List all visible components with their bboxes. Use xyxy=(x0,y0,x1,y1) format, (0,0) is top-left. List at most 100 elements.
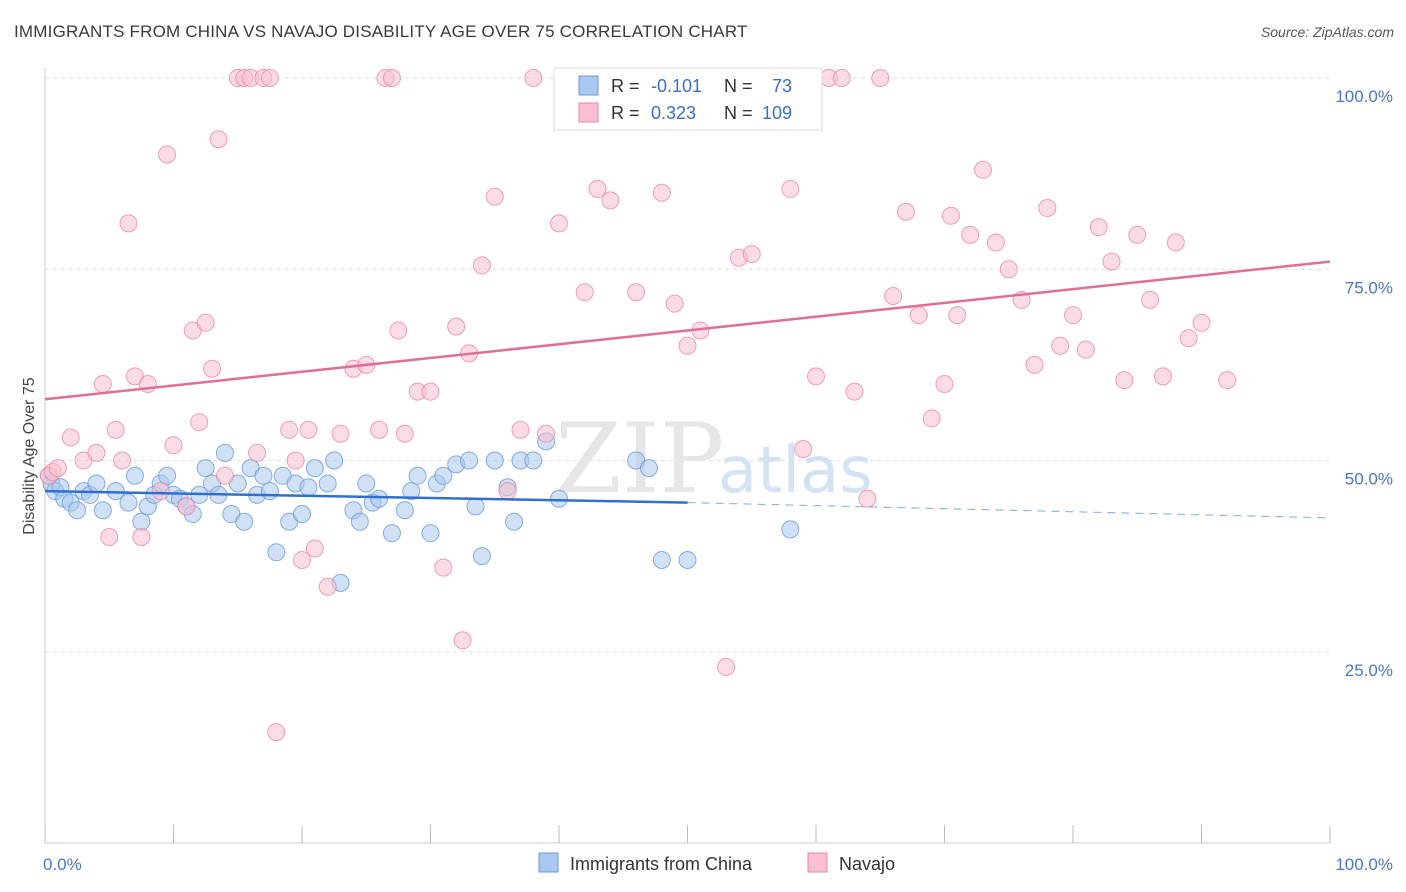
point-navajo-74 xyxy=(781,179,800,198)
bottom-legend-swatch-navajo xyxy=(807,852,828,873)
point-navajo-54 xyxy=(511,420,530,439)
point-navajo-98 xyxy=(1076,340,1095,359)
point-navajo-36 xyxy=(318,577,337,596)
point-navajo-34 xyxy=(299,420,318,439)
legend: R = -0.101 N = 73 R = 0.323 N = 109 xyxy=(553,67,823,131)
point-china-72 xyxy=(781,520,800,539)
point-navajo-3 xyxy=(61,428,80,447)
point-china-12 xyxy=(119,493,138,512)
point-navajo-101 xyxy=(1115,371,1134,390)
point-navajo-72 xyxy=(742,244,761,263)
point-china-65 xyxy=(524,451,543,470)
legend-r-label-china: R = xyxy=(611,76,640,96)
y-tick-label-3: 100.0% xyxy=(1335,87,1393,106)
legend-r-value-china: -0.101 xyxy=(651,76,702,96)
point-china-61 xyxy=(485,451,504,470)
point-china-47 xyxy=(357,474,376,493)
point-china-69 xyxy=(639,459,658,478)
point-navajo-55 xyxy=(524,69,543,87)
point-navajo-102 xyxy=(1128,225,1147,244)
legend-n-label-china: N = xyxy=(724,76,753,96)
legend-box xyxy=(553,67,823,131)
point-navajo-2 xyxy=(48,459,67,478)
point-navajo-60 xyxy=(588,179,607,198)
point-china-41 xyxy=(305,459,324,478)
point-navajo-107 xyxy=(1192,313,1211,332)
point-navajo-81 xyxy=(871,69,890,87)
point-china-43 xyxy=(325,451,344,470)
point-navajo-100 xyxy=(1102,252,1121,271)
point-navajo-29 xyxy=(260,69,279,87)
point-navajo-65 xyxy=(652,183,671,202)
point-china-27 xyxy=(215,443,234,462)
point-navajo-9 xyxy=(113,451,132,470)
chart-title: IMMIGRANTS FROM CHINA VS NAVAJO DISABILI… xyxy=(14,22,748,41)
point-navajo-76 xyxy=(807,367,825,386)
point-navajo-17 xyxy=(177,497,196,516)
point-china-70 xyxy=(652,550,671,569)
point-navajo-97 xyxy=(1064,306,1082,325)
point-china-40 xyxy=(299,478,318,497)
point-china-59 xyxy=(466,497,485,516)
point-navajo-84 xyxy=(909,306,928,325)
point-navajo-30 xyxy=(267,723,286,742)
point-navajo-88 xyxy=(948,306,967,325)
point-navajo-22 xyxy=(209,130,228,149)
trend-line-china xyxy=(44,489,688,504)
chart-source: Source: ZipAtlas.com xyxy=(1260,24,1394,40)
trend-line-navajo xyxy=(44,260,1331,401)
point-china-14 xyxy=(132,512,151,531)
point-navajo-79 xyxy=(845,382,864,401)
legend-n-value-china: 73 xyxy=(772,76,792,96)
trend-line-china-extension xyxy=(687,502,1331,519)
point-navajo-63 xyxy=(627,283,646,302)
x-tick-label-0: 0.0% xyxy=(43,855,82,874)
trend-lines xyxy=(44,260,1331,519)
legend-swatch-navajo xyxy=(578,102,599,123)
point-china-30 xyxy=(235,512,254,531)
point-navajo-92 xyxy=(999,260,1018,279)
y-tick-label-0: 25.0% xyxy=(1345,661,1393,680)
point-navajo-90 xyxy=(974,160,993,179)
point-navajo-91 xyxy=(986,233,1005,252)
point-navajo-103 xyxy=(1141,290,1160,309)
point-navajo-108 xyxy=(1218,371,1237,390)
point-navajo-89 xyxy=(961,225,980,244)
point-navajo-23 xyxy=(215,466,234,485)
point-navajo-51 xyxy=(472,256,491,275)
point-navajo-75 xyxy=(794,440,813,459)
point-navajo-43 xyxy=(389,321,408,340)
point-navajo-85 xyxy=(922,409,941,428)
point-navajo-67 xyxy=(678,336,697,355)
point-navajo-20 xyxy=(196,313,215,332)
point-navajo-105 xyxy=(1166,233,1185,252)
point-navajo-106 xyxy=(1179,329,1198,348)
x-tick-labels: 0.0% 100.0% xyxy=(43,855,1393,874)
point-navajo-31 xyxy=(280,420,299,439)
point-china-50 xyxy=(382,524,401,543)
point-navajo-46 xyxy=(421,382,440,401)
point-navajo-40 xyxy=(370,420,389,439)
point-china-13 xyxy=(125,466,144,485)
point-navajo-8 xyxy=(106,420,125,439)
point-navajo-94 xyxy=(1025,355,1044,374)
point-navajo-37 xyxy=(331,424,350,443)
point-china-51 xyxy=(395,501,414,520)
point-china-53 xyxy=(408,466,427,485)
point-navajo-6 xyxy=(93,375,112,393)
point-china-39 xyxy=(293,505,311,524)
watermark: ZIP atlas xyxy=(555,403,873,515)
point-china-42 xyxy=(318,474,337,493)
point-navajo-48 xyxy=(447,317,466,336)
point-navajo-42 xyxy=(382,69,401,87)
point-navajo-83 xyxy=(896,202,915,221)
point-navajo-35 xyxy=(305,539,324,558)
bottom-legend: Immigrants from China Navajo xyxy=(538,852,895,874)
point-navajo-86 xyxy=(935,375,954,393)
point-navajo-82 xyxy=(884,287,903,306)
point-navajo-96 xyxy=(1051,336,1070,355)
point-china-71 xyxy=(678,550,697,569)
legend-r-value-navajo: 0.323 xyxy=(651,103,696,123)
point-navajo-104 xyxy=(1153,367,1172,386)
point-navajo-7 xyxy=(100,528,119,546)
